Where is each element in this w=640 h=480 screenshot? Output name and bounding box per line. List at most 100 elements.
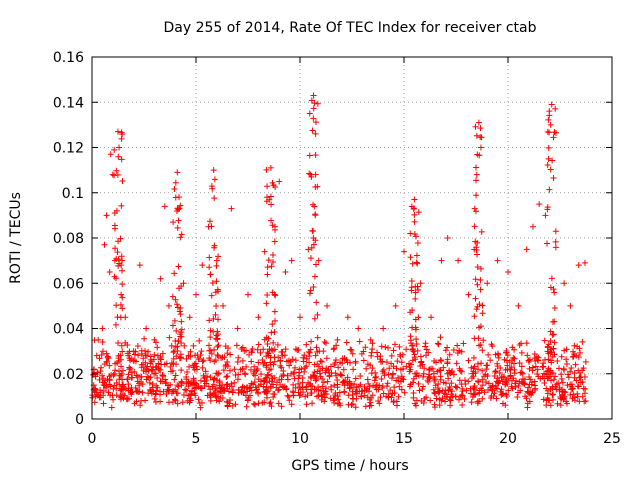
data-point (252, 401, 259, 408)
data-point (361, 383, 368, 390)
data-point (181, 342, 188, 349)
data-point (378, 376, 385, 383)
data-point (118, 129, 125, 136)
data-point (172, 372, 179, 379)
data-point (354, 388, 361, 395)
data-point (558, 371, 565, 378)
data-point (545, 144, 552, 151)
data-point (274, 341, 281, 348)
data-point (367, 399, 374, 406)
data-point (213, 278, 220, 285)
data-point (332, 370, 339, 377)
data-point (276, 178, 283, 185)
data-point (173, 361, 180, 368)
data-point (175, 383, 182, 390)
data-point (139, 389, 146, 396)
data-point (295, 380, 302, 387)
data-point (306, 170, 313, 177)
data-point (410, 375, 417, 382)
data-point (164, 382, 171, 389)
data-point (438, 397, 445, 404)
data-point (165, 302, 172, 309)
data-point (414, 260, 421, 267)
data-point (255, 341, 262, 348)
data-point (576, 398, 583, 405)
data-point (393, 402, 400, 409)
data-point (220, 367, 227, 374)
data-point (272, 226, 279, 233)
data-point (210, 167, 217, 174)
y-tick-label: 0.12 (53, 141, 84, 157)
data-point (385, 371, 392, 378)
data-point (501, 374, 508, 381)
data-point (219, 381, 226, 388)
data-point (569, 353, 576, 360)
data-point (406, 368, 413, 375)
data-point (264, 292, 271, 299)
data-point (220, 302, 227, 309)
data-point (326, 373, 333, 380)
data-point (174, 382, 181, 389)
data-point (548, 101, 555, 108)
data-point (224, 402, 231, 409)
data-point (313, 261, 320, 268)
data-point (380, 366, 387, 373)
data-point (100, 382, 107, 389)
data-point (395, 393, 402, 400)
data-point (467, 390, 474, 397)
data-point (235, 371, 242, 378)
data-point (470, 354, 477, 361)
data-point (546, 108, 553, 115)
data-point (288, 401, 295, 408)
data-point (321, 338, 328, 345)
data-point (313, 299, 320, 306)
data-point (415, 287, 422, 294)
data-point (211, 346, 218, 353)
data-point (131, 351, 138, 358)
data-point (478, 360, 485, 367)
data-point (503, 349, 510, 356)
data-point (264, 349, 271, 356)
data-point (193, 291, 199, 298)
data-point (458, 368, 465, 375)
data-point (407, 309, 414, 316)
data-point (115, 238, 122, 245)
data-point (177, 202, 184, 209)
data-point (261, 388, 268, 395)
data-point (227, 351, 234, 358)
data-point (229, 402, 236, 409)
data-point (156, 391, 163, 398)
data-point (365, 380, 372, 387)
data-point (287, 358, 294, 365)
data-point (375, 386, 382, 393)
data-point (361, 392, 368, 399)
data-point (294, 347, 301, 354)
data-point (401, 389, 408, 396)
data-point (472, 123, 479, 130)
data-point (264, 394, 271, 401)
data-point (431, 377, 438, 384)
data-point (160, 372, 167, 379)
data-point (442, 398, 449, 405)
data-point (327, 383, 334, 390)
data-point (498, 386, 505, 393)
data-point (261, 399, 268, 406)
data-point (196, 337, 203, 344)
data-point (186, 363, 193, 370)
data-point (92, 386, 99, 393)
data-point (379, 383, 386, 390)
data-points (89, 92, 589, 411)
data-point (103, 358, 110, 365)
grid-lines (92, 57, 612, 419)
data-point (450, 347, 457, 354)
data-point (312, 171, 319, 178)
data-point (234, 358, 241, 365)
data-point (169, 322, 176, 329)
data-point (477, 341, 484, 348)
data-point (438, 358, 445, 365)
data-point (315, 384, 322, 391)
data-point (396, 383, 403, 390)
data-point (292, 346, 299, 353)
data-point (534, 370, 541, 377)
data-point (411, 351, 418, 358)
